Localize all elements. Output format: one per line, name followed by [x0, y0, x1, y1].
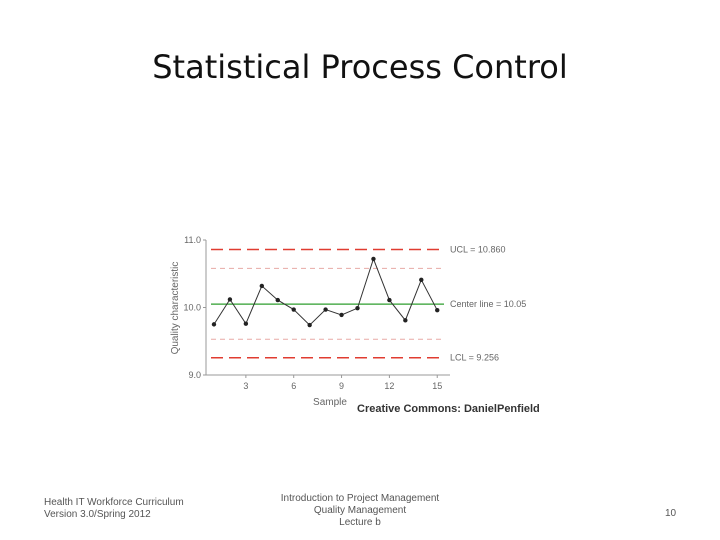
- y-tick-label: 10.0: [183, 303, 201, 313]
- x-axis-label: Sample: [313, 397, 347, 408]
- data-point: [387, 297, 392, 303]
- data-point: [419, 277, 424, 283]
- ucl-label: UCL = 10.860: [450, 244, 505, 254]
- data-point: [403, 318, 408, 323]
- footer-course-info: Health IT Workforce Curriculum Version 3…: [44, 497, 184, 521]
- data-point: [435, 308, 440, 313]
- center-line-label: Center line = 10.05: [450, 299, 526, 309]
- data-point: [211, 322, 217, 327]
- data-point: [307, 322, 312, 328]
- y-tick-label: 9.0: [188, 370, 201, 380]
- data-point: [227, 297, 233, 302]
- page-number: 10: [665, 508, 677, 519]
- data-point: [355, 305, 360, 311]
- footer-line: Quality Management: [313, 505, 407, 516]
- credit-text: Creative Commons: DanielPenfield: [357, 403, 540, 415]
- data-point: [339, 312, 344, 318]
- y-axis-label: Quality characteristic: [170, 262, 181, 355]
- data-point: [371, 256, 376, 262]
- x-tick-label: 9: [339, 381, 344, 391]
- x-tick-label: 15: [432, 381, 442, 391]
- x-tick-label: 3: [243, 381, 248, 391]
- data-point: [275, 297, 280, 303]
- control-chart: 9.0 10.0 11.0 3 6 9 12 15 UCL = 10.860 Center l…: [170, 235, 540, 415]
- slide-title: Statistical Process Control: [152, 48, 568, 86]
- data-point: [323, 307, 328, 312]
- data-point: [243, 321, 249, 326]
- data-point: [259, 283, 265, 289]
- data-point: [291, 307, 296, 312]
- x-tick-label: 6: [291, 381, 296, 391]
- footer-line: Lecture b: [339, 517, 381, 528]
- footer-line: Introduction to Project Management: [280, 493, 440, 504]
- lcl-label: LCL = 9.256: [450, 353, 499, 363]
- y-tick-label: 11.0: [184, 235, 201, 245]
- x-tick-label: 12: [384, 381, 394, 391]
- footer-line: Version 3.0/Spring 2012: [44, 509, 151, 520]
- footer-line: Health IT Workforce Curriculum: [44, 497, 184, 508]
- footer-lecture-info: Introduction to Project Management Quali…: [270, 493, 450, 529]
